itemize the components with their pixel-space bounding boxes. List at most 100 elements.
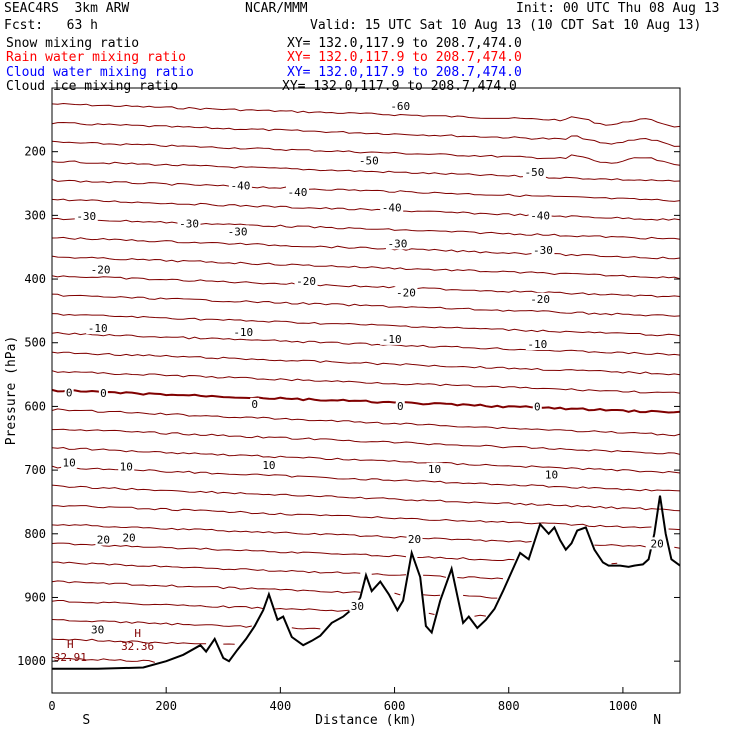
isotherm-label-bg xyxy=(98,387,108,400)
isotherm-label: -20 xyxy=(530,293,550,306)
isotherm-label-bg xyxy=(649,537,666,550)
field-xy-cloud-ice: XY= 132.0,117.9 to 208.7,474.0 xyxy=(282,79,517,94)
isotherm-label: -50 xyxy=(524,166,544,179)
isotherm-line xyxy=(463,594,498,599)
header-organization: NCAR/MMM xyxy=(245,1,308,16)
x-tick-label: 0 xyxy=(48,699,55,713)
isotherm-line xyxy=(51,121,681,147)
isotherm-line xyxy=(428,612,435,615)
extremum-mark: H xyxy=(134,627,141,640)
isotherm-label-bg xyxy=(357,154,381,167)
isotherm-label-bg xyxy=(528,292,552,305)
x-tick-label: 800 xyxy=(498,699,520,713)
x-tick-label: 200 xyxy=(155,699,177,713)
isotherm-line xyxy=(423,594,441,597)
isotherm-label-bg xyxy=(260,459,277,472)
isotherm-label: 0 xyxy=(397,400,404,413)
terrain-line xyxy=(52,495,681,670)
isotherm-label: 20 xyxy=(122,532,135,545)
isotherm-line xyxy=(51,370,681,394)
isotherm-label-bg xyxy=(86,322,110,335)
isotherm-label-bg xyxy=(177,217,201,230)
isotherm-line xyxy=(51,255,681,280)
isotherm-label: 30 xyxy=(91,623,104,636)
isotherm-label-bg xyxy=(406,532,423,545)
isotherm-label-bg xyxy=(61,456,78,469)
y-tick-label: 200 xyxy=(24,145,46,159)
y-tick-label: 600 xyxy=(24,399,46,413)
isotherm-label: -10 xyxy=(233,326,253,339)
isotherm-line xyxy=(51,484,681,512)
isotherm-line xyxy=(594,544,646,548)
isotherm-label-bg xyxy=(118,460,135,473)
y-tick-label: 800 xyxy=(24,527,46,541)
isotherm-line xyxy=(51,102,681,128)
isotherm-label: 20 xyxy=(651,537,664,550)
y-tick-label: 900 xyxy=(24,590,46,604)
isotherm-label: -40 xyxy=(230,179,250,192)
isotherm-label: 10 xyxy=(120,460,133,473)
y-axis-label: Pressure (hPa) xyxy=(4,336,19,446)
isotherm-line xyxy=(668,528,681,531)
field-label-cloud-water: Cloud water mixing ratio xyxy=(6,65,194,80)
isotherm-label-bg xyxy=(294,274,318,287)
x-tick-label: 600 xyxy=(384,699,406,713)
y-tick-label: 500 xyxy=(24,336,46,350)
isotherm-label: -20 xyxy=(396,286,416,299)
isotherm-labels: -60 -50 -50 -40 -40 -40 -40 -30 -30 -30 -30 -30 -20 -… xyxy=(61,99,666,636)
isotherm-line xyxy=(611,562,618,565)
plot-frame xyxy=(51,87,681,694)
isotherm-label-bg xyxy=(380,332,404,345)
field-xy-rain: XY= 132.0,117.9 to 208.7,474.0 xyxy=(287,50,522,65)
isotherm-label-bg xyxy=(89,623,106,636)
isotherm-label: 0 xyxy=(66,386,73,399)
isotherm-label-bg xyxy=(395,399,405,412)
extremum-value: 32.91 xyxy=(54,651,87,664)
isotherm-label-bg xyxy=(522,166,546,179)
isotherm-label: 10 xyxy=(545,469,558,482)
terrain-profile xyxy=(52,495,681,670)
isotherm-line xyxy=(423,574,447,578)
isotherm-line xyxy=(51,600,264,610)
isotherm-label: 20 xyxy=(97,534,110,547)
isotherm-line xyxy=(51,656,155,663)
isotherm-line xyxy=(394,592,401,596)
isotherm-label-bg xyxy=(528,209,552,222)
isotherm-line xyxy=(51,524,532,543)
isotherm-line xyxy=(51,465,681,492)
isotherm-label: -30 xyxy=(387,237,407,250)
isotherm-line xyxy=(51,293,681,317)
x-axis-label: Distance (km) xyxy=(315,713,417,728)
isotherm-line xyxy=(51,446,681,474)
isotherm-line xyxy=(51,408,681,437)
isotherm-label: 0 xyxy=(100,387,107,400)
isotherm-label-bg xyxy=(394,286,418,299)
isotherm-line xyxy=(52,505,652,529)
isotherm-line xyxy=(51,638,207,645)
isotherm-label-bg xyxy=(95,533,112,546)
isotherm-line xyxy=(51,561,361,574)
isotherm-label: -20 xyxy=(91,264,111,277)
isotherm-label: -40 xyxy=(288,186,308,199)
isotherm-line xyxy=(51,198,681,221)
isotherm-line xyxy=(51,217,681,240)
isotherm-label: -30 xyxy=(533,244,553,257)
isotherm-label-bg xyxy=(285,185,309,198)
north-end-label: N xyxy=(653,713,661,728)
isotherm-label-bg xyxy=(64,386,74,399)
field-xy-snow: XY= 132.0,117.9 to 208.7,474.0 xyxy=(287,36,522,51)
isotherm-line xyxy=(51,580,361,594)
isotherm-line xyxy=(51,428,681,455)
header-init-time: Init: 00 UTC Thu 08 Aug 13 xyxy=(516,1,720,16)
isotherm-label: -40 xyxy=(530,209,550,222)
isotherm-label-bg xyxy=(349,599,366,612)
isotherm-label-bg xyxy=(226,225,250,238)
isotherm-label-bg xyxy=(74,210,98,223)
isotherm-label: 10 xyxy=(262,459,275,472)
isotherm-label: 30 xyxy=(351,600,364,613)
isotherm-line xyxy=(371,573,407,576)
y-tick-label: 1000 xyxy=(17,654,46,668)
